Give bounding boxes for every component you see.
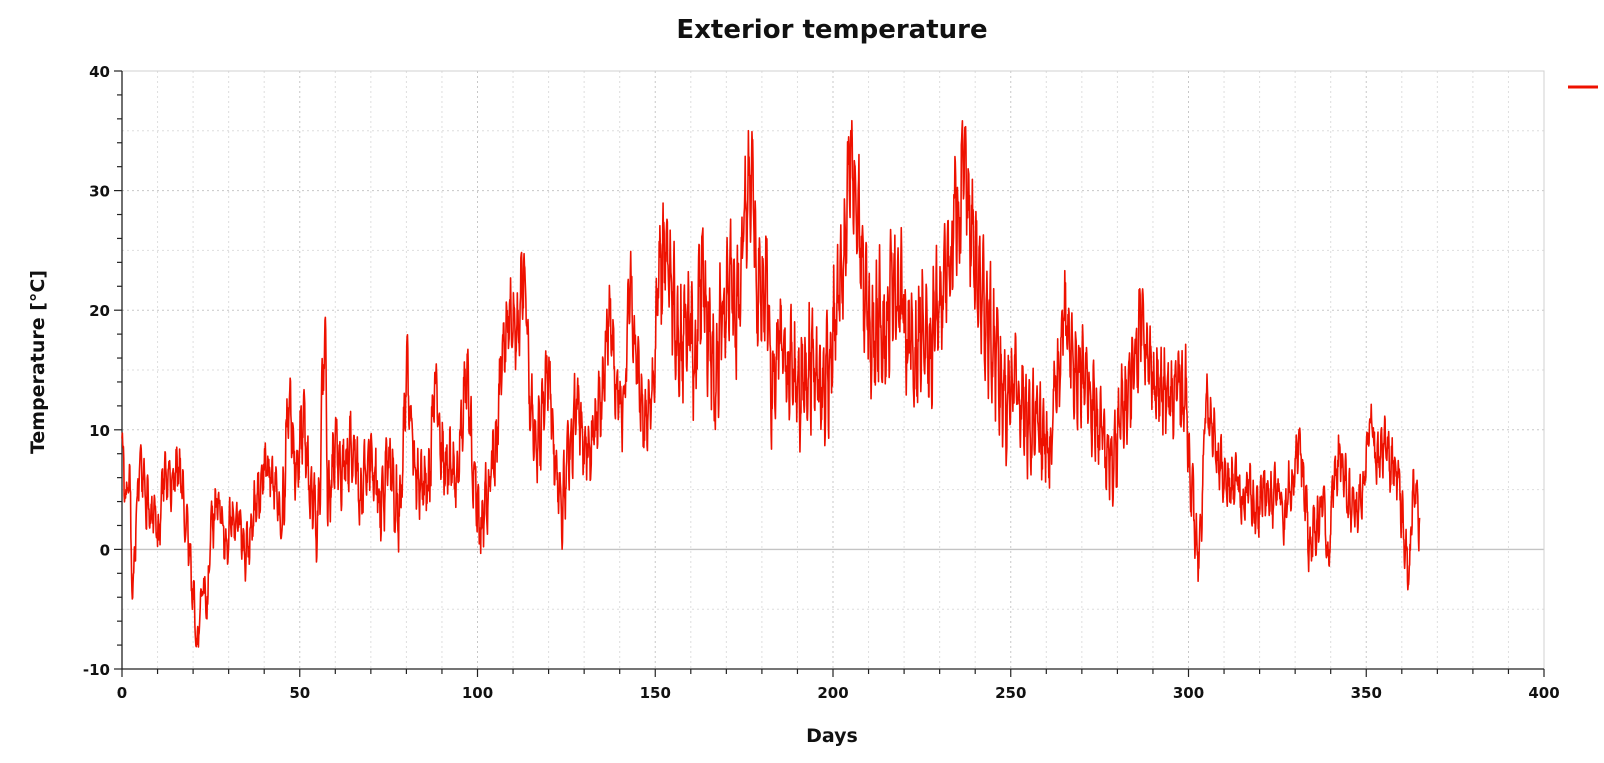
x-tick-label: 200 bbox=[817, 684, 848, 702]
x-axis-label: Days bbox=[806, 725, 858, 747]
series-layer bbox=[121, 119, 1421, 648]
y-tick-label: 10 bbox=[89, 422, 110, 440]
y-tick-label: 20 bbox=[89, 302, 110, 320]
x-tick-label: 50 bbox=[289, 684, 310, 702]
y-tick-label: 30 bbox=[89, 183, 110, 201]
x-tick-label: 250 bbox=[995, 684, 1026, 702]
x-tick-label: 400 bbox=[1528, 684, 1559, 702]
y-tick-label: 40 bbox=[89, 63, 110, 81]
y-tick-label: 0 bbox=[100, 541, 110, 559]
x-tick-label: 350 bbox=[1351, 684, 1382, 702]
y-tick-label: -10 bbox=[83, 661, 110, 679]
chart-title: Exterior temperature bbox=[676, 15, 987, 45]
temperature-series-line bbox=[121, 119, 1421, 648]
x-tick-label: 100 bbox=[462, 684, 493, 702]
x-tick-label: 150 bbox=[640, 684, 671, 702]
x-tick-label: 0 bbox=[117, 684, 127, 702]
tick-labels: 0 50 100 150 200 250 300 350 400 -10 0 10 20 30 40 bbox=[83, 63, 1560, 702]
axes bbox=[114, 70, 1545, 677]
y-axis-label: Temperature [°C] bbox=[27, 270, 49, 454]
x-tick-label: 300 bbox=[1173, 684, 1204, 702]
